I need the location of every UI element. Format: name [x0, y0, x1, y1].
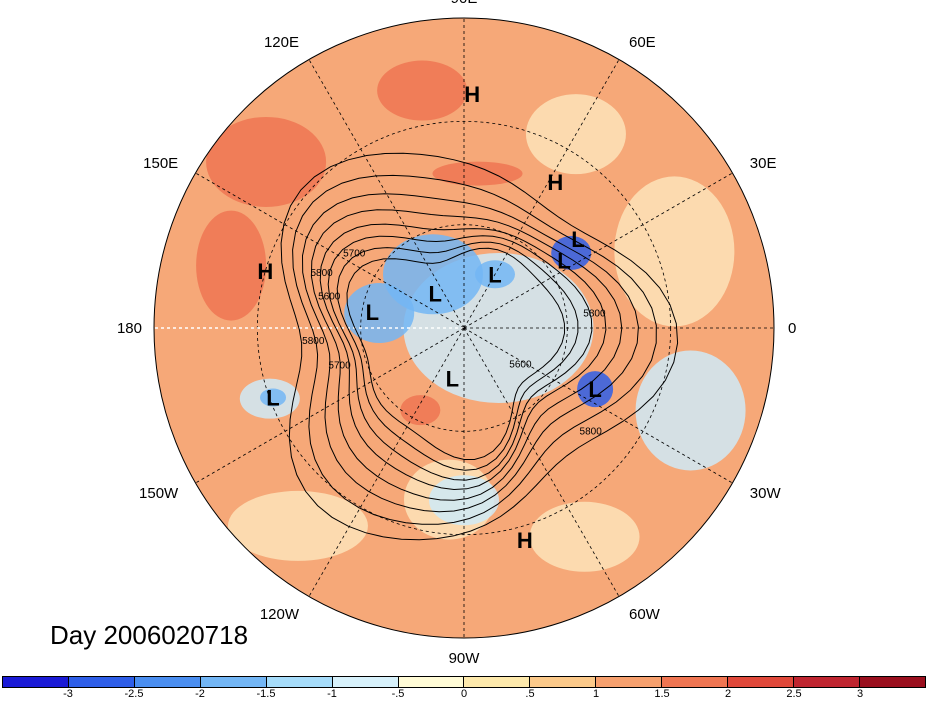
height-contours	[280, 152, 679, 541]
colorbar-tick-label: -2.5	[124, 688, 144, 700]
longitude-label: 60W	[629, 606, 661, 623]
height-contour	[336, 241, 579, 471]
colorbar-swatch	[398, 677, 465, 687]
contour-label: 5800	[580, 426, 603, 437]
contour-label: 5700	[328, 360, 351, 371]
colorbar-tick-label: -.5	[391, 688, 405, 700]
anomaly-patch	[344, 283, 415, 344]
high-pressure-marker: H	[257, 259, 273, 284]
day-title: Day 2006020718	[50, 620, 249, 650]
colorbar-swatch	[332, 677, 399, 687]
colorbar-tick-label: 2.5	[786, 688, 802, 700]
colorbar-swatch	[134, 677, 201, 687]
colorbar-swatch	[859, 677, 925, 687]
high-pressure-marker: H	[464, 82, 480, 107]
high-pressure-marker: H	[547, 170, 563, 195]
colorbar-tick-label: -2	[195, 688, 205, 700]
colorbar	[2, 676, 926, 688]
colorbar-tick-label: .5	[525, 688, 535, 700]
colorbar-tick-label: -1	[327, 688, 337, 700]
height-contour	[319, 223, 607, 491]
colorbar-swatch	[464, 677, 531, 687]
longitude-labels: 90E 60E 30E 0 30W 60W 90W 120W 150W 180 150E 120E	[117, 0, 796, 667]
meridian-line	[463, 59, 620, 329]
height-contour	[310, 209, 623, 501]
meridian-line	[463, 327, 733, 484]
low-pressure-marker: L	[428, 282, 441, 307]
low-pressure-marker: L	[266, 386, 279, 411]
colorbar-ticks: -3 -2.5 -2 -1.5 -1 -.5 0 .5 1 1.5 2 2.5 3	[0, 688, 928, 702]
colorbar-swatch	[728, 677, 795, 687]
longitude-label: 30W	[750, 485, 782, 502]
contour-label: 5800	[583, 309, 606, 320]
contour-label: 5600	[318, 291, 341, 302]
colorbar-swatch	[3, 677, 69, 687]
colorbar-swatch	[794, 677, 860, 687]
meridian-line	[195, 172, 465, 329]
anomaly-patch	[429, 475, 499, 526]
contour-labels: 5700 5800 5600 5800 5700 5800 5600 5800	[302, 249, 606, 438]
colorbar-swatch	[200, 677, 267, 687]
colorbar-tick-label: 1.5	[654, 688, 670, 700]
colorbar-swatch	[68, 677, 135, 687]
contour-label: 5800	[302, 336, 325, 347]
meridian-line	[308, 59, 465, 329]
low-pressure-marker: L	[446, 366, 459, 391]
longitude-label: 90E	[451, 0, 478, 7]
meridian-line	[463, 327, 620, 597]
colorbar-tick-label: 2	[724, 688, 732, 700]
longitude-label: 180	[117, 320, 142, 337]
meridian-line	[195, 327, 465, 484]
colorbar-tick-label: 0	[460, 688, 468, 700]
map-border	[153, 17, 775, 639]
graticule	[154, 18, 774, 638]
height-contour	[280, 152, 679, 541]
low-pressure-marker: L	[366, 300, 379, 325]
colorbar-swatch	[662, 677, 729, 687]
anomaly-patch	[400, 395, 441, 426]
meridian-line	[308, 327, 465, 597]
anomaly-patch	[614, 176, 735, 327]
anomaly-patch	[260, 388, 287, 407]
anomaly-patch	[206, 116, 327, 207]
longitude-label: 150E	[143, 155, 178, 172]
high-pressure-marker: H	[517, 528, 533, 553]
low-pressure-marker: L	[488, 262, 501, 287]
longitude-label: 150W	[139, 485, 179, 502]
longitude-label: 90W	[449, 650, 481, 667]
anomaly-patch	[377, 60, 468, 121]
contour-label: 5800	[310, 268, 333, 279]
colorbar-tick-label: -3	[63, 688, 73, 700]
low-pressure-marker: L	[571, 227, 584, 252]
longitude-label: 60E	[629, 34, 656, 51]
height-contour	[327, 235, 593, 481]
height-contour	[301, 193, 639, 513]
height-contour	[292, 174, 657, 525]
low-pressure-marker: L	[588, 377, 601, 402]
meridian-line	[463, 172, 733, 329]
longitude-label: 120W	[260, 606, 300, 623]
anomaly-patch	[196, 210, 267, 321]
contour-label: 5700	[343, 249, 366, 260]
longitude-label: 0	[788, 320, 796, 337]
colorbar-swatch	[266, 677, 333, 687]
anomaly-patch	[635, 350, 746, 471]
anomaly-patch	[432, 161, 523, 186]
contour-label: 5600	[509, 360, 532, 371]
height-contour	[346, 247, 566, 460]
low-pressure-marker: L	[557, 249, 570, 274]
longitude-label: 30E	[750, 155, 777, 172]
colorbar-tick-label: 3	[856, 688, 864, 700]
anomaly-patch	[227, 490, 368, 561]
colorbar-tick-label: 1	[592, 688, 600, 700]
colorbar-swatch	[596, 677, 663, 687]
longitude-label: 120E	[264, 34, 299, 51]
colorbar-swatch	[530, 677, 597, 687]
colorbar-tick-label: -1.5	[256, 688, 276, 700]
